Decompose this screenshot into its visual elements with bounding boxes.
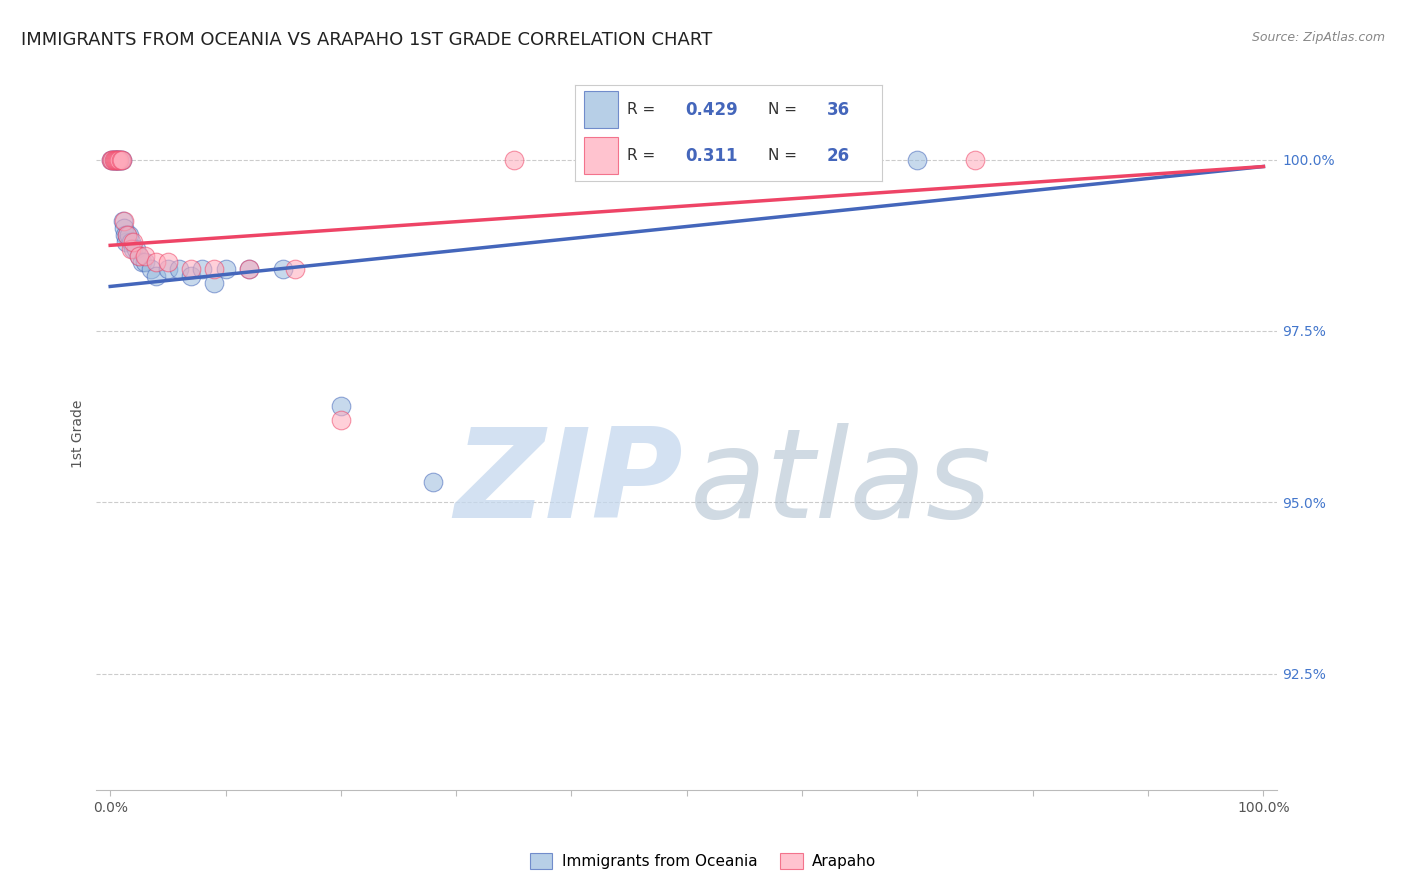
- Point: [104, 153, 127, 167]
- Point: [101, 153, 124, 167]
- Legend: Immigrants from Oceania, Arapaho: Immigrants from Oceania, Arapaho: [523, 847, 883, 875]
- Point: [733, 153, 755, 167]
- Point: [114, 228, 136, 243]
- Point: [214, 262, 236, 277]
- Point: [107, 153, 129, 167]
- Point: [101, 153, 124, 167]
- Point: [156, 255, 179, 269]
- Point: [110, 153, 132, 167]
- Point: [139, 262, 162, 277]
- Point: [104, 153, 127, 167]
- Point: [117, 228, 139, 243]
- Point: [202, 262, 225, 277]
- Point: [271, 262, 294, 277]
- Point: [110, 153, 132, 167]
- Point: [122, 242, 145, 256]
- Text: Source: ZipAtlas.com: Source: ZipAtlas.com: [1251, 31, 1385, 45]
- Point: [907, 153, 929, 167]
- Point: [111, 153, 134, 167]
- Y-axis label: 1st Grade: 1st Grade: [72, 400, 86, 468]
- Point: [115, 235, 138, 249]
- Text: IMMIGRANTS FROM OCEANIA VS ARAPAHO 1ST GRADE CORRELATION CHART: IMMIGRANTS FROM OCEANIA VS ARAPAHO 1ST G…: [21, 31, 713, 49]
- Point: [108, 153, 131, 167]
- Point: [107, 153, 129, 167]
- Point: [108, 153, 131, 167]
- Point: [122, 235, 145, 249]
- Point: [120, 235, 142, 249]
- Text: atlas: atlas: [690, 423, 993, 544]
- Point: [131, 255, 153, 269]
- Point: [329, 413, 352, 427]
- Point: [284, 262, 307, 277]
- Point: [145, 255, 167, 269]
- Point: [134, 255, 156, 269]
- Point: [103, 153, 125, 167]
- Point: [502, 153, 524, 167]
- Point: [422, 475, 444, 489]
- Point: [169, 262, 191, 277]
- Point: [238, 262, 260, 277]
- Point: [100, 153, 122, 167]
- Point: [238, 262, 260, 277]
- Point: [124, 242, 146, 256]
- Point: [100, 153, 122, 167]
- Point: [104, 153, 127, 167]
- Point: [329, 400, 352, 414]
- Point: [145, 269, 167, 284]
- Point: [117, 228, 139, 243]
- Point: [965, 153, 987, 167]
- Point: [128, 249, 150, 263]
- Point: [156, 262, 179, 277]
- Point: [134, 249, 156, 263]
- Point: [117, 228, 139, 243]
- Point: [111, 153, 134, 167]
- Text: ZIP: ZIP: [454, 423, 683, 544]
- Point: [191, 262, 214, 277]
- Point: [675, 153, 697, 167]
- Point: [104, 153, 127, 167]
- Point: [105, 153, 128, 167]
- Point: [111, 214, 134, 228]
- Point: [103, 153, 125, 167]
- Point: [128, 249, 150, 263]
- Point: [112, 214, 135, 228]
- Point: [120, 242, 142, 256]
- Point: [105, 153, 128, 167]
- Point: [180, 269, 202, 284]
- Point: [180, 262, 202, 277]
- Point: [202, 276, 225, 290]
- Point: [112, 221, 135, 235]
